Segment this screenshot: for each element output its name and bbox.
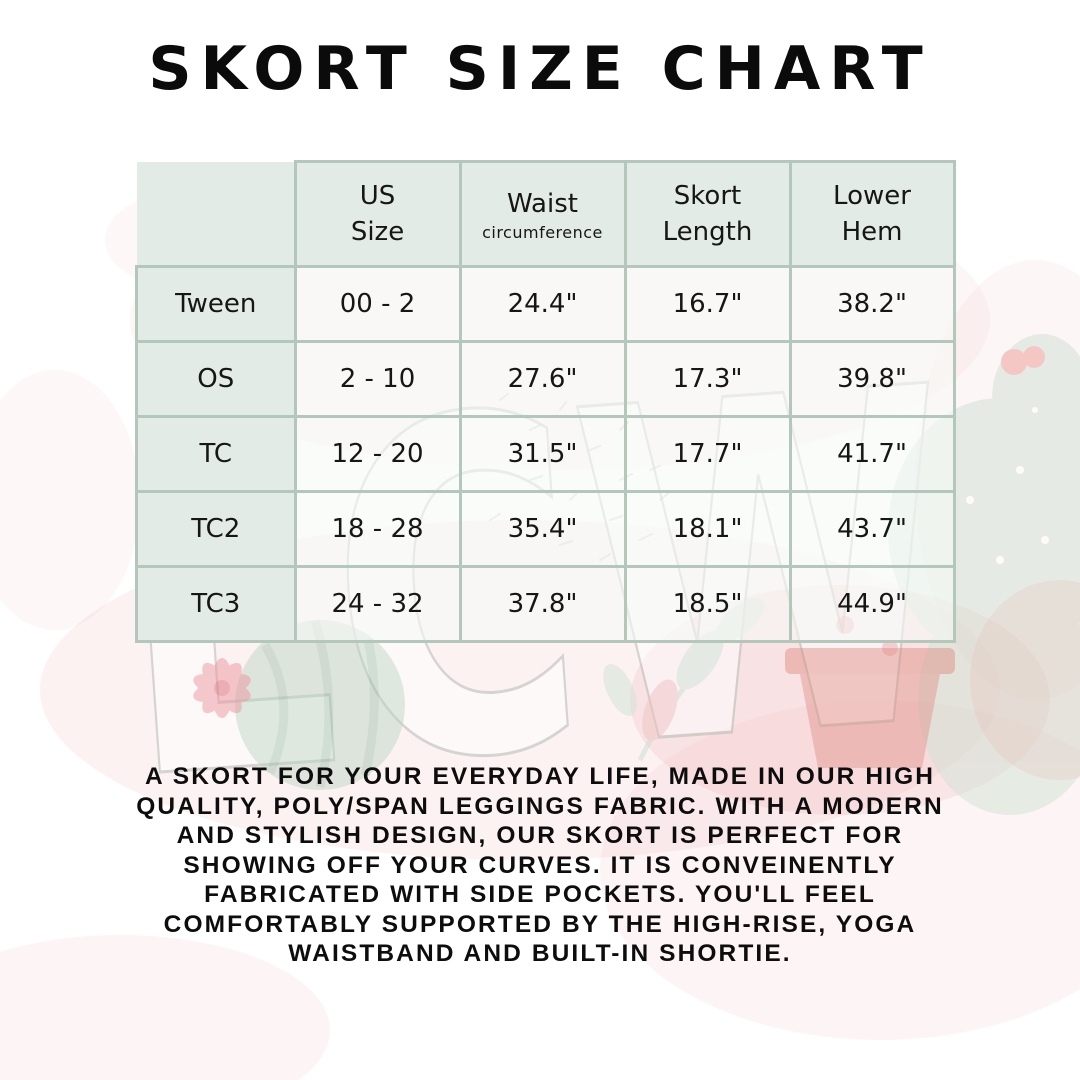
row-label: TC2: [135, 490, 297, 568]
cell-skort-length: 17.7": [623, 415, 792, 493]
pink-flower-icon: [193, 658, 251, 718]
cell-skort-length: 18.5": [623, 565, 792, 643]
column-header-us-size: US Size: [293, 160, 462, 268]
size-chart-table: US Size Waist circumference Skort Length…: [135, 160, 956, 643]
header-line: US: [359, 181, 396, 211]
page-title: SKORT SIZE CHART: [148, 34, 932, 104]
cell-lower-hem: 43.7": [788, 490, 956, 568]
header-line: Lower: [833, 181, 911, 211]
column-header-skort-length: Skort Length: [623, 160, 792, 268]
cell-lower-hem: 44.9": [788, 565, 956, 643]
header-line: Hem: [841, 217, 903, 247]
column-header-lower-hem: Lower Hem: [788, 160, 956, 268]
table-row-tc2: TC2 18 - 28 35.4" 18.1" 43.7": [135, 490, 956, 568]
table-row-os: OS 2 - 10 27.6" 17.3" 39.8": [135, 340, 956, 418]
row-label: TC: [135, 415, 297, 493]
description-line: AND STYLISH DESIGN, OUR SKORT IS PERFECT…: [176, 822, 904, 849]
cell-waist: 37.8": [458, 565, 627, 643]
header-line: Skort: [673, 181, 742, 211]
cell-skort-length: 18.1": [623, 490, 792, 568]
cell-lower-hem: 41.7": [788, 415, 956, 493]
cell-us-size: 24 - 32: [293, 565, 462, 643]
header-line: Size: [350, 217, 405, 247]
product-description: A SKORT FOR YOUR EVERYDAY LIFE, MADE IN …: [136, 762, 944, 969]
table-row-tween: Tween 00 - 2 24.4" 16.7" 38.2": [135, 265, 956, 343]
table-header-row: US Size Waist circumference Skort Length…: [136, 160, 956, 268]
table-row-tc3: TC3 24 - 32 37.8" 18.5" 44.9": [135, 565, 956, 643]
table-corner-blank: [136, 161, 295, 267]
header-subline: circumference: [482, 222, 603, 242]
cell-lower-hem: 39.8": [788, 340, 956, 418]
table-row-tc: TC 12 - 20 31.5" 17.7" 41.7": [135, 415, 956, 493]
cell-us-size: 12 - 20: [293, 415, 462, 493]
description-line: QUALITY, POLY/SPAN LEGGINGS FABRIC. WITH…: [136, 792, 944, 820]
cell-waist: 31.5": [458, 415, 627, 493]
column-header-waist: Waist circumference: [458, 160, 627, 268]
cell-us-size: 2 - 10: [293, 340, 462, 418]
header-line: Length: [662, 217, 753, 247]
cell-skort-length: 16.7": [623, 265, 792, 343]
description-line: A SKORT FOR YOUR EVERYDAY LIFE, MADE IN …: [144, 763, 936, 790]
cell-waist: 27.6": [458, 340, 627, 418]
description-line: WAISTBAND AND BUILT-IN SHORTIE.: [288, 940, 792, 967]
header-line: Waist: [507, 188, 578, 219]
description-line: FABRICATED WITH SIDE POCKETS. YOU'LL FEE…: [204, 881, 876, 908]
row-label: TC3: [135, 565, 297, 643]
cell-skort-length: 17.3": [623, 340, 792, 418]
description-line: SHOWING OFF YOUR CURVES. IT IS CONVEINEN…: [183, 851, 897, 879]
plant-pot-icon: [785, 648, 955, 768]
right-pot-wash: [970, 580, 1080, 780]
description-line: COMFORTABLY SUPPORTED BY THE HIGH-RISE, …: [163, 910, 917, 938]
cell-lower-hem: 38.2": [788, 265, 956, 343]
row-label: OS: [135, 340, 297, 418]
watermelon-icon: [235, 619, 405, 790]
cell-us-size: 00 - 2: [293, 265, 462, 343]
cell-waist: 35.4": [458, 490, 627, 568]
cell-us-size: 18 - 28: [293, 490, 462, 568]
cell-waist: 24.4": [458, 265, 627, 343]
row-label: Tween: [135, 265, 297, 343]
